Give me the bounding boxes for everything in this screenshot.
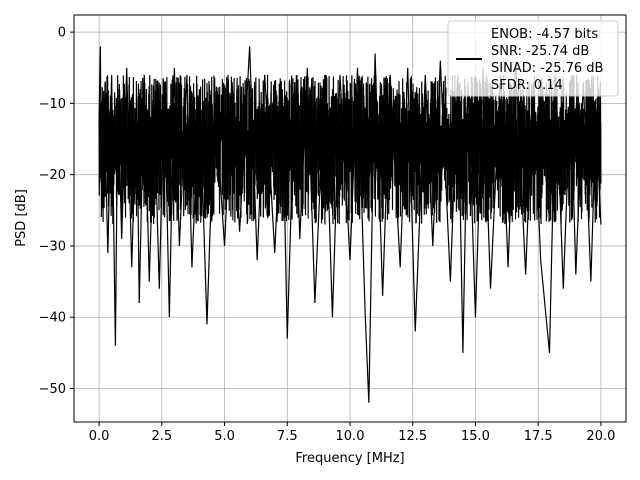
x-tick-label: 20.0	[586, 429, 615, 444]
x-tick-label: 7.5	[277, 429, 298, 444]
x-tick-label: 2.5	[151, 429, 172, 444]
legend-entry-sinad: SINAD: -25.76 dB	[491, 61, 603, 76]
x-tick-label: 0.0	[89, 429, 110, 444]
psd-trace-extremes	[98, 46, 602, 403]
x-axis-label: Frequency [MHz]	[295, 451, 404, 466]
x-tick-label: 15.0	[461, 429, 490, 444]
legend-entry-enob: ENOB: -4.57 bits	[491, 27, 598, 42]
y-tick-label: −20	[39, 168, 66, 183]
x-tick-label: 10.0	[336, 429, 365, 444]
y-tick-label: −50	[39, 382, 66, 397]
y-tick-label: −40	[39, 311, 66, 326]
x-tick-label: 12.5	[398, 429, 427, 444]
y-tick-label: −30	[39, 239, 66, 254]
y-tick-label: −10	[39, 97, 66, 112]
y-tick-label: 0	[58, 26, 66, 41]
ticks: 0.0 2.5 5.0 7.5 10.0 12.5 15.0 17.5 20.0 0 −10 −20 −…	[39, 26, 616, 444]
y-axis-label: PSD [dB]	[14, 189, 29, 247]
psd-trace-band	[98, 74, 602, 225]
x-tick-label: 17.5	[524, 429, 553, 444]
legend: ENOB: -4.57 bits SNR: -25.74 dB SINAD: -…	[447, 20, 619, 97]
legend-entry-sfdr: SFDR: 0.14	[491, 78, 563, 93]
legend-entry-snr: SNR: -25.74 dB	[491, 44, 589, 59]
x-tick-label: 5.0	[214, 429, 235, 444]
data-layer	[98, 46, 602, 403]
legend-box	[447, 20, 619, 97]
